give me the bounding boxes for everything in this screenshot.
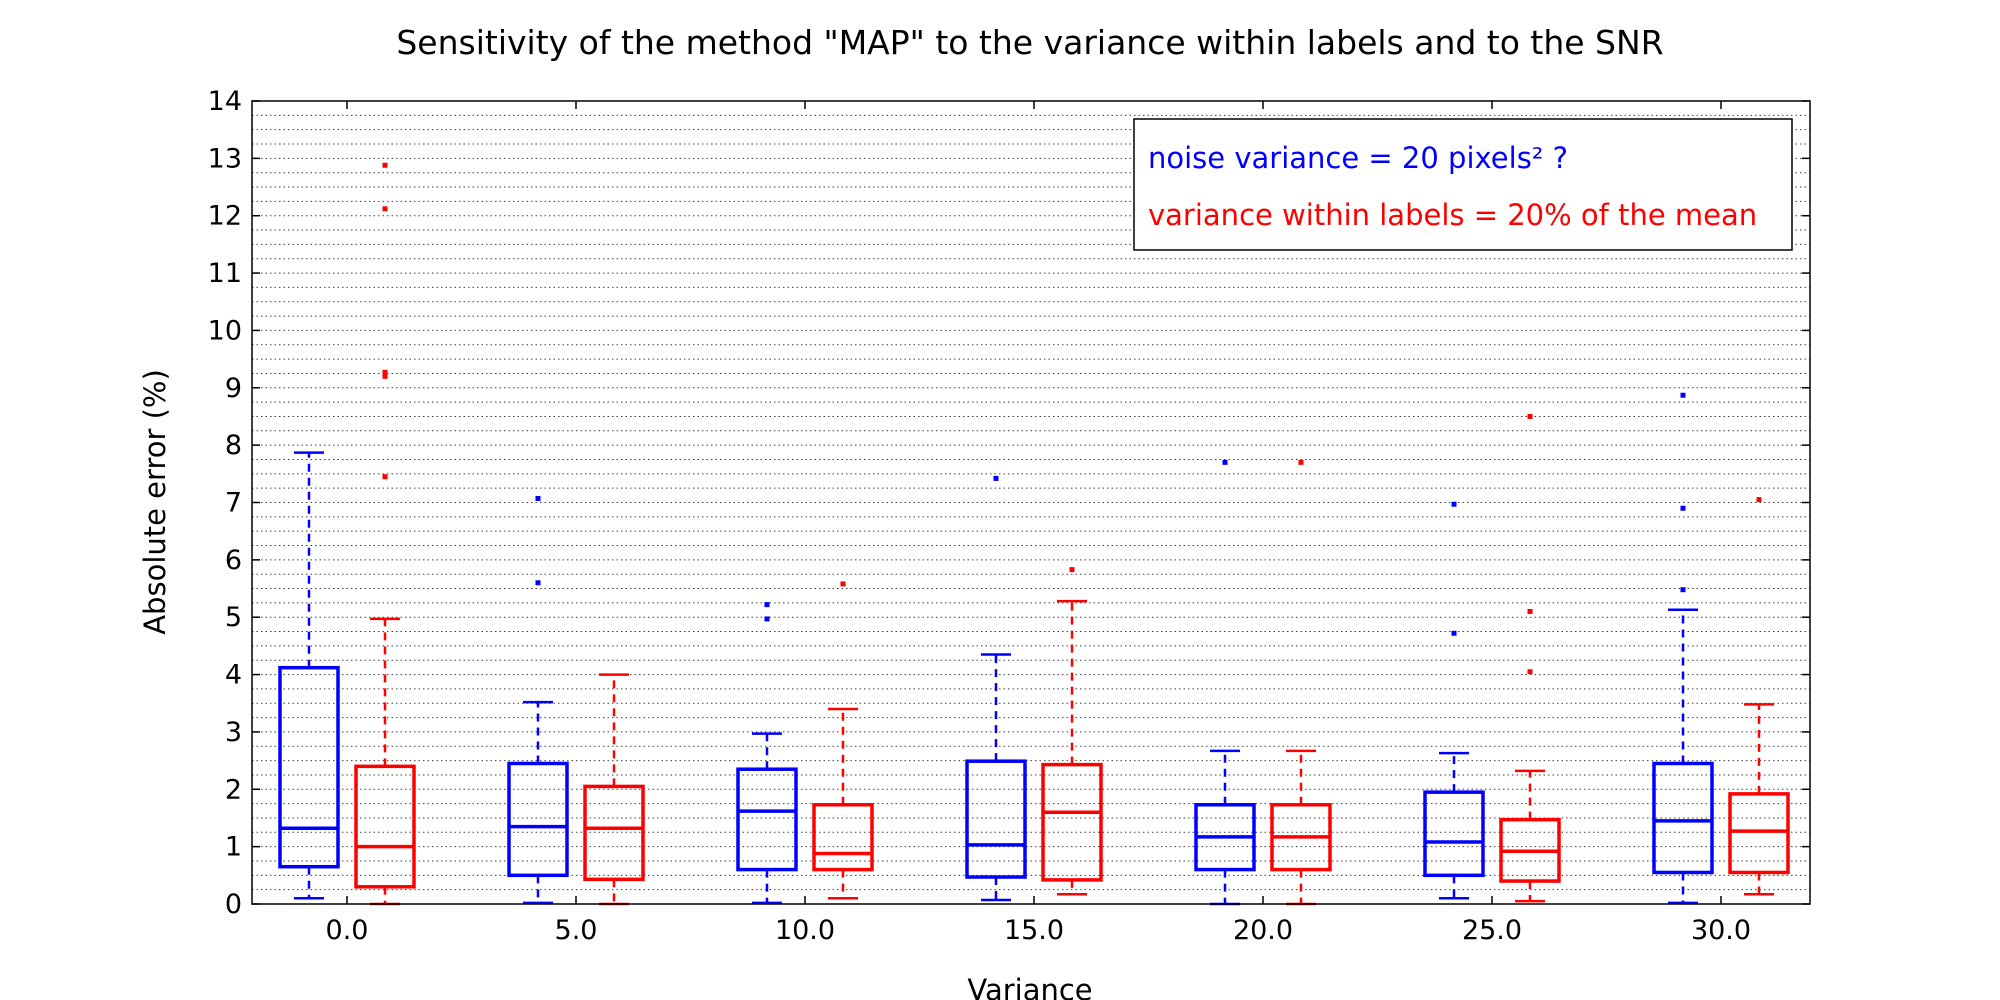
y-tick-label: 11 [208,258,242,289]
box-plot [354,162,416,906]
outlier-point [535,495,541,501]
outlier-point [993,475,999,481]
box-plot [583,673,645,906]
box [507,761,569,878]
box-plot [812,581,874,900]
box [354,764,416,889]
legend-entry-noise-variance: noise variance = 20 pixels² ? [1148,141,1568,175]
x-tick-label: 5.0 [555,915,598,946]
box-plot [1423,501,1485,900]
box-plot [965,475,1027,902]
y-tick-label: 13 [208,143,242,174]
box-plots [278,162,1790,906]
outlier-point [1222,459,1228,465]
outlier-point [382,373,388,379]
box [965,759,1027,879]
outlier-point [382,474,388,480]
box [1728,792,1790,875]
box [812,803,874,872]
box-plot [1728,497,1790,896]
box [583,784,645,882]
outlier-point [535,580,541,586]
outlier-point [1680,505,1686,511]
box-plot [1499,413,1561,903]
outlier-point [1756,497,1762,503]
y-tick-label: 7 [225,488,242,519]
box-plot [1652,392,1714,905]
outlier-point [764,602,770,608]
gridlines [252,114,1810,891]
y-tick-label: 5 [225,602,242,633]
legend-frame [1133,118,1793,251]
box-plot [1270,459,1332,906]
outlier-point [382,206,388,212]
y-tick-label: 1 [225,832,242,863]
x-tick-label: 0.0 [326,915,369,946]
outlier-point [1069,567,1075,573]
outlier-point [840,581,846,587]
outlier-point [1527,413,1533,419]
outlier-point [1680,392,1686,398]
outlier-point [1527,608,1533,614]
x-tick-label: 20.0 [1233,915,1293,946]
legend: noise variance = 20 pixels² ? variance w… [1133,118,1793,251]
y-tick-label: 9 [225,373,242,404]
outlier-point [382,162,388,168]
box-plot [1041,567,1103,896]
box [1652,761,1714,875]
y-axis-label: Absolute error (%) [138,369,172,635]
box [278,665,340,869]
y-tick-label: 2 [225,774,242,805]
x-axis-label: Variance [967,973,1092,1000]
outlier-point [1451,630,1457,636]
box [1041,762,1103,882]
y-tick-label: 10 [208,315,242,346]
y-tick-label: 6 [225,545,242,576]
y-tick-label: 0 [225,889,242,920]
box-plot [1194,459,1256,906]
y-tick-label: 12 [208,201,242,232]
legend-entry-variance-within-labels: variance within labels = 20% of the mean [1148,198,1757,232]
box [736,767,798,872]
outlier-point [382,369,388,375]
outlier-point [1680,587,1686,593]
x-tick-label: 10.0 [775,915,835,946]
y-tick-label: 8 [225,430,242,461]
y-tick-label: 4 [225,660,242,691]
x-tick-label: 30.0 [1691,915,1751,946]
chart-title: Sensitivity of the method "MAP" to the v… [396,23,1663,62]
x-tick-label: 25.0 [1462,915,1522,946]
box [1423,790,1485,878]
y-tick-label: 14 [208,86,242,117]
y-tick-label: 3 [225,717,242,748]
box-plot [736,602,798,905]
box-plot [278,451,340,900]
outlier-point [1451,501,1457,507]
outlier-point [764,616,770,622]
outlier-point [1298,459,1304,465]
x-tick-label: 15.0 [1004,915,1064,946]
outlier-point [1527,669,1533,675]
box-plot [507,495,569,905]
